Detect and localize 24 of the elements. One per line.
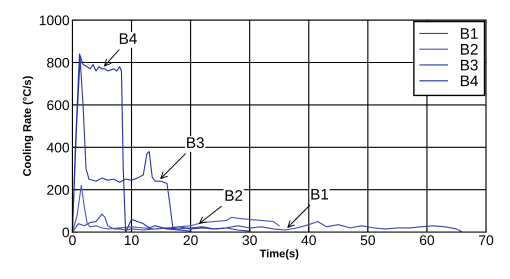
- x-tick-label: 0: [69, 235, 76, 246]
- x-tick-label: 40: [301, 235, 316, 246]
- annotation: B3: [187, 137, 204, 148]
- annotation: B2: [226, 190, 242, 201]
- x-tick-label: 60: [420, 235, 434, 246]
- x-tick-label: 70: [479, 235, 494, 246]
- y-tick-label: 200: [47, 185, 70, 195]
- legend-label: B4: [460, 76, 478, 86]
- annotation: B4: [120, 33, 137, 44]
- legend-label: B3: [460, 60, 478, 70]
- y-tick-label: 800: [47, 58, 70, 68]
- x-tick-label: 30: [242, 235, 257, 246]
- annotation: B1: [311, 188, 328, 200]
- x-tick-label: 10: [124, 235, 139, 246]
- x-tick-label: 50: [360, 235, 376, 246]
- x-axis-title: Time(s): [260, 249, 298, 260]
- y-axis-title: Cooling Rate (°C/s): [22, 76, 34, 176]
- x-tick-label: 20: [184, 235, 198, 246]
- y-tick-label: 400: [46, 142, 70, 152]
- legend-label: B1: [460, 28, 478, 39]
- y-tick-label: 0: [62, 227, 70, 238]
- y-tick-label: 600: [47, 100, 70, 110]
- y-tick-label: 1000: [40, 15, 70, 26]
- legend-label: B2: [460, 44, 478, 55]
